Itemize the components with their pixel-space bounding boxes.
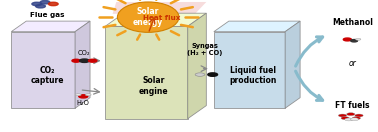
Text: Solar
energy: Solar energy xyxy=(133,8,163,27)
Circle shape xyxy=(347,113,355,116)
Text: Heat flux: Heat flux xyxy=(143,15,180,21)
Circle shape xyxy=(79,95,88,98)
Polygon shape xyxy=(113,2,206,14)
Text: Solar
engine: Solar engine xyxy=(139,76,169,95)
Circle shape xyxy=(350,118,359,121)
Circle shape xyxy=(343,38,352,41)
Circle shape xyxy=(355,38,361,40)
Text: H₂O: H₂O xyxy=(77,100,90,106)
Text: FT fuels: FT fuels xyxy=(335,101,370,110)
Polygon shape xyxy=(285,21,300,108)
Circle shape xyxy=(85,94,91,96)
Circle shape xyxy=(79,59,89,62)
Text: CO₂
capture: CO₂ capture xyxy=(30,66,64,85)
Ellipse shape xyxy=(118,2,179,32)
Text: CO₂: CO₂ xyxy=(78,50,91,56)
Text: Syngas
(H₂ + CO): Syngas (H₂ + CO) xyxy=(187,43,222,56)
Circle shape xyxy=(72,59,80,62)
Polygon shape xyxy=(11,21,90,32)
Circle shape xyxy=(36,4,45,8)
Polygon shape xyxy=(187,13,206,119)
Circle shape xyxy=(88,59,97,62)
Polygon shape xyxy=(105,26,187,119)
Polygon shape xyxy=(75,21,90,108)
Polygon shape xyxy=(214,21,300,32)
Circle shape xyxy=(208,73,218,76)
Circle shape xyxy=(345,118,353,121)
Text: Methanol: Methanol xyxy=(332,18,373,27)
Circle shape xyxy=(32,2,42,6)
Circle shape xyxy=(40,1,50,4)
Polygon shape xyxy=(214,32,285,108)
Circle shape xyxy=(352,117,361,120)
Circle shape xyxy=(351,40,358,42)
Circle shape xyxy=(75,94,81,96)
Text: or: or xyxy=(349,59,356,68)
Circle shape xyxy=(355,114,363,117)
Circle shape xyxy=(195,73,205,76)
Polygon shape xyxy=(11,32,75,108)
Circle shape xyxy=(338,114,347,117)
Text: Flue gas: Flue gas xyxy=(29,11,64,18)
Polygon shape xyxy=(105,13,206,26)
Circle shape xyxy=(341,117,349,120)
Text: Liquid fuel
production: Liquid fuel production xyxy=(229,66,277,85)
Circle shape xyxy=(48,2,58,6)
